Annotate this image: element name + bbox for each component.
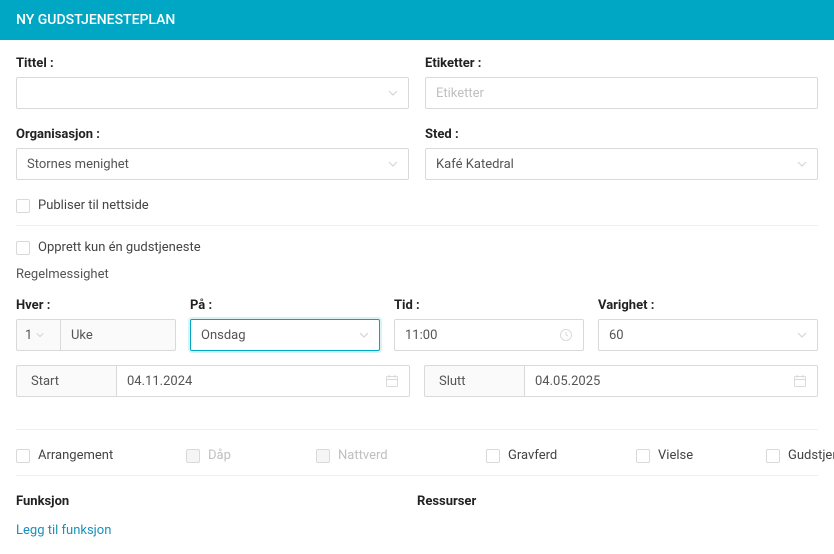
checkbox-icon <box>316 449 330 463</box>
chevron-down-icon <box>359 330 369 340</box>
chevron-down-icon <box>36 331 44 339</box>
calendar-icon <box>793 374 807 388</box>
start-date-input[interactable]: 04.11.2024 <box>116 365 410 397</box>
place-value: Kafé Katedral <box>436 157 797 172</box>
form-content: Tittel : Etiketter : Etiketter Organisas… <box>0 40 834 554</box>
checkbox-icon <box>16 199 30 213</box>
gudstjeneste-checkbox[interactable]: Gudstjeneste <box>766 448 834 463</box>
end-date-label: Slutt <box>424 365 524 397</box>
chevron-down-icon <box>797 330 807 340</box>
nattverd-checkbox: Nattverd <box>316 448 486 463</box>
divider <box>16 225 818 226</box>
tags-label: Etiketter : <box>425 56 818 71</box>
start-date-value: 04.11.2024 <box>127 374 385 389</box>
time-value: 11:00 <box>405 328 559 343</box>
checkbox-icon <box>486 449 500 463</box>
vielse-checkbox[interactable]: Vielse <box>636 448 766 463</box>
frequency-unit-text: Uke <box>71 328 93 343</box>
publish-label: Publiser til nettside <box>38 198 149 213</box>
every-label: Hver : <box>16 298 176 313</box>
chevron-down-icon <box>388 88 398 98</box>
resources-heading: Ressurser <box>417 494 818 509</box>
recurrence-heading: Regelmessighet <box>16 267 818 282</box>
time-input[interactable]: 11:00 <box>394 319 584 351</box>
dap-label: Dåp <box>208 448 231 463</box>
org-value: Stornes menighet <box>27 157 388 172</box>
title-label: Tittel : <box>16 56 409 71</box>
chevron-down-icon <box>797 159 807 169</box>
chevron-down-icon <box>388 159 398 169</box>
page-title: NY GUDSTJENESTEPLAN <box>16 12 175 28</box>
checkbox-icon <box>16 449 30 463</box>
add-function-link[interactable]: Legg til funksjon <box>16 523 111 538</box>
end-date-input[interactable]: 04.05.2025 <box>524 365 818 397</box>
function-heading: Funksjon <box>16 494 417 509</box>
clock-icon <box>559 328 573 342</box>
checkbox-icon <box>16 241 30 255</box>
gudstjeneste-label: Gudstjeneste <box>788 448 834 463</box>
tags-placeholder: Etiketter <box>436 86 807 101</box>
divider <box>16 475 818 476</box>
publish-checkbox-row[interactable]: Publiser til nettside <box>16 198 818 213</box>
title-select[interactable] <box>16 77 409 109</box>
org-select[interactable]: Stornes menighet <box>16 148 409 180</box>
on-label: På : <box>190 298 380 313</box>
duration-select[interactable]: 60 <box>598 319 818 351</box>
frequency-unit: Uke <box>60 319 176 351</box>
place-select[interactable]: Kafé Katedral <box>425 148 818 180</box>
time-label: Tid : <box>394 298 584 313</box>
calendar-icon <box>385 374 399 388</box>
dap-checkbox: Dåp <box>186 448 316 463</box>
nattverd-label: Nattverd <box>338 448 388 463</box>
gravferd-label: Gravferd <box>508 448 557 463</box>
frequency-number: 1 <box>25 328 32 343</box>
day-value: Onsdag <box>201 328 359 343</box>
gravferd-checkbox[interactable]: Gravferd <box>486 448 636 463</box>
checkbox-icon <box>186 449 200 463</box>
end-date-value: 04.05.2025 <box>535 374 793 389</box>
page-header: NY GUDSTJENESTEPLAN <box>0 0 834 40</box>
single-checkbox-row[interactable]: Opprett kun én gudstjeneste <box>16 240 818 255</box>
vielse-label: Vielse <box>658 448 693 463</box>
checkbox-icon <box>636 449 650 463</box>
divider <box>16 429 818 430</box>
place-label: Sted : <box>425 127 818 142</box>
tags-input[interactable]: Etiketter <box>425 77 818 109</box>
start-date-label: Start <box>16 365 116 397</box>
checkbox-icon <box>766 449 780 463</box>
frequency-number-select[interactable]: 1 <box>16 319 60 351</box>
org-label: Organisasjon : <box>16 127 409 142</box>
single-label: Opprett kun én gudstjeneste <box>38 240 201 255</box>
arrangement-checkbox[interactable]: Arrangement <box>16 448 186 463</box>
duration-label: Varighet : <box>598 298 818 313</box>
duration-value: 60 <box>609 328 797 343</box>
day-select[interactable]: Onsdag <box>190 319 380 351</box>
arrangement-label: Arrangement <box>38 448 113 463</box>
